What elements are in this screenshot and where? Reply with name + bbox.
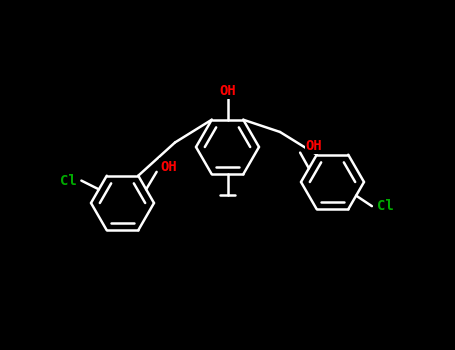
Text: OH: OH: [306, 139, 323, 153]
Text: OH: OH: [219, 84, 236, 98]
Text: Cl: Cl: [377, 199, 394, 213]
Text: Cl: Cl: [60, 174, 76, 188]
Text: OH: OH: [161, 160, 177, 174]
